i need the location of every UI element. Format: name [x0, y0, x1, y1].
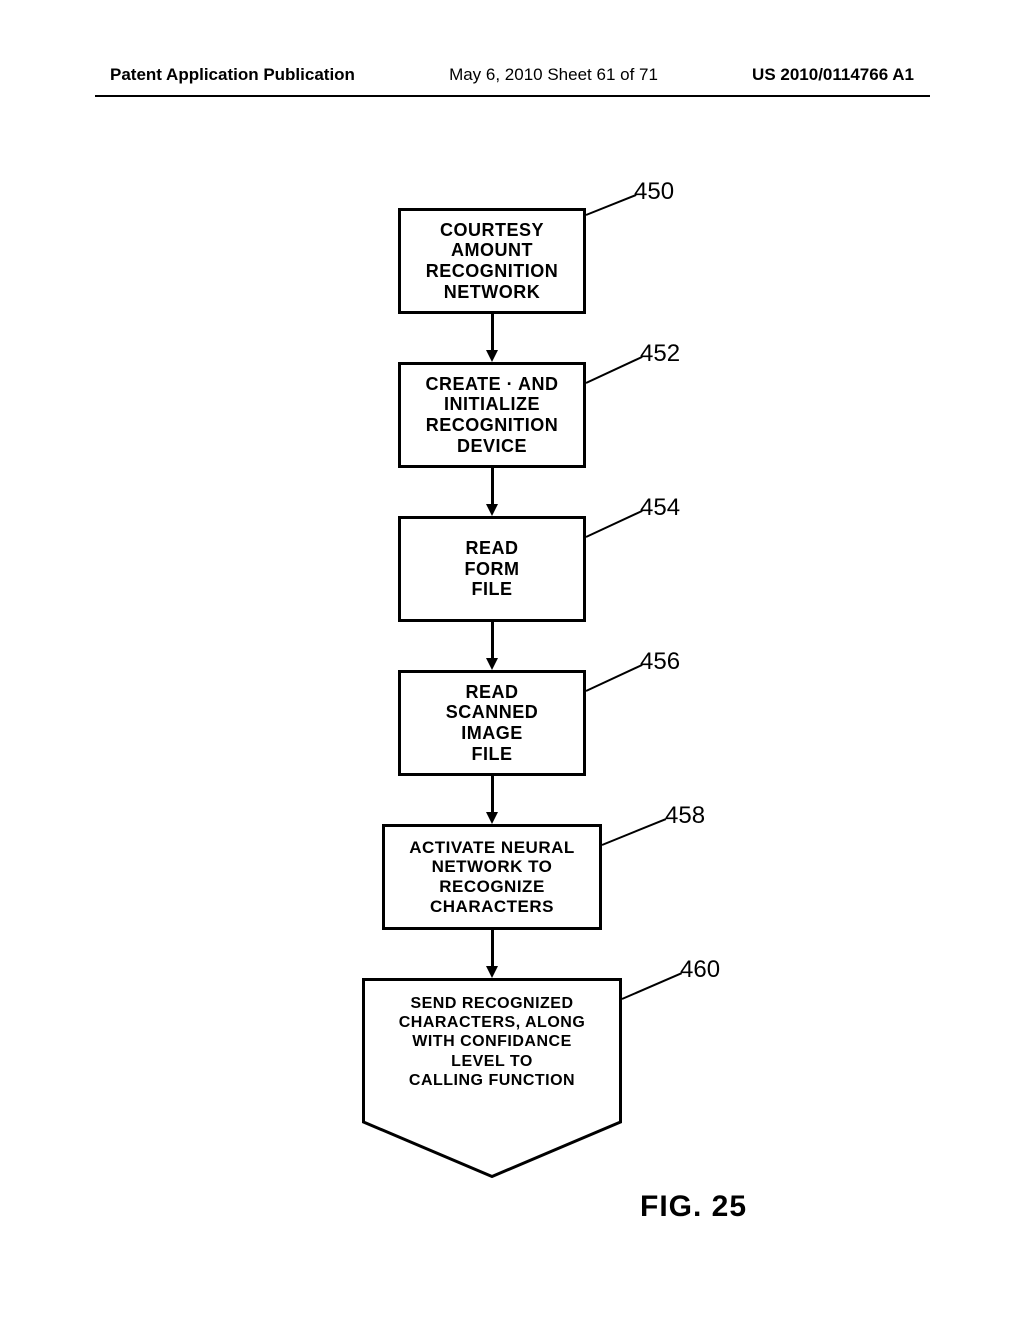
- flow-node-line: CREATE · AND: [426, 374, 559, 395]
- flow-node-line: NETWORK: [444, 282, 541, 303]
- flow-node: ACTIVATE NEURALNETWORK TORECOGNIZECHARAC…: [382, 824, 602, 930]
- flow-node-line: READ: [465, 538, 518, 559]
- flow-node-line: COURTESY: [440, 220, 544, 241]
- leader-line: [586, 510, 643, 538]
- flow-arrow: [491, 930, 494, 968]
- flow-arrow: [491, 314, 494, 352]
- flow-node-line: CHARACTERS: [430, 897, 554, 917]
- flow-arrow: [491, 468, 494, 506]
- leader-line: [602, 818, 667, 846]
- terminator-text: SEND RECOGNIZEDCHARACTERS, ALONGWITH CON…: [362, 994, 622, 1090]
- arrow-head-icon: [486, 658, 498, 670]
- leader-line: [586, 194, 637, 216]
- flow-node-line: NETWORK TO: [432, 857, 553, 877]
- flow-node-line: RECOGNITION: [426, 415, 559, 436]
- flow-node-line: AMOUNT: [451, 240, 533, 261]
- flow-node-line: DEVICE: [457, 436, 527, 457]
- arrow-head-icon: [486, 350, 498, 362]
- reference-number: 452: [640, 340, 680, 368]
- reference-number: 460: [680, 956, 720, 984]
- flow-node-line: ACTIVATE NEURAL: [409, 838, 575, 858]
- flow-node-line: IMAGE: [461, 723, 523, 744]
- flow-node-line: FORM: [465, 559, 520, 580]
- flow-node: COURTESYAMOUNTRECOGNITIONNETWORK: [398, 208, 586, 314]
- arrow-head-icon: [486, 812, 498, 824]
- figure-label: FIG. 25: [640, 1190, 747, 1224]
- flow-node-line: FILE: [472, 579, 513, 600]
- leader-line: [586, 356, 643, 384]
- leader-line: [622, 972, 683, 1000]
- flow-terminator: SEND RECOGNIZEDCHARACTERS, ALONGWITH CON…: [362, 978, 622, 1178]
- terminator-text-line: LEVEL TO: [362, 1052, 622, 1071]
- reference-number: 454: [640, 494, 680, 522]
- flow-arrow: [491, 776, 494, 814]
- flow-arrow: [491, 622, 494, 660]
- flow-node: READSCANNEDIMAGEFILE: [398, 670, 586, 776]
- flow-node-line: RECOGNITION: [426, 261, 559, 282]
- flow-node-line: READ: [465, 682, 518, 703]
- flow-node-line: SCANNED: [446, 702, 539, 723]
- figure-canvas: COURTESYAMOUNTRECOGNITIONNETWORKCREATE ·…: [0, 0, 1024, 1320]
- terminator-text-line: WITH CONFIDANCE: [362, 1032, 622, 1051]
- reference-number: 456: [640, 648, 680, 676]
- reference-number: 458: [665, 802, 705, 830]
- leader-line: [586, 664, 643, 692]
- arrow-head-icon: [486, 966, 498, 978]
- reference-number: 450: [634, 178, 674, 206]
- arrow-head-icon: [486, 504, 498, 516]
- terminator-text-line: CALLING FUNCTION: [362, 1071, 622, 1090]
- terminator-text-line: CHARACTERS, ALONG: [362, 1013, 622, 1032]
- flow-node: CREATE · ANDINITIALIZERECOGNITIONDEVICE: [398, 362, 586, 468]
- terminator-text-line: SEND RECOGNIZED: [362, 994, 622, 1013]
- flow-node: READFORMFILE: [398, 516, 586, 622]
- flow-node-line: FILE: [472, 744, 513, 765]
- flow-node-line: INITIALIZE: [444, 394, 540, 415]
- flow-node-line: RECOGNIZE: [439, 877, 545, 897]
